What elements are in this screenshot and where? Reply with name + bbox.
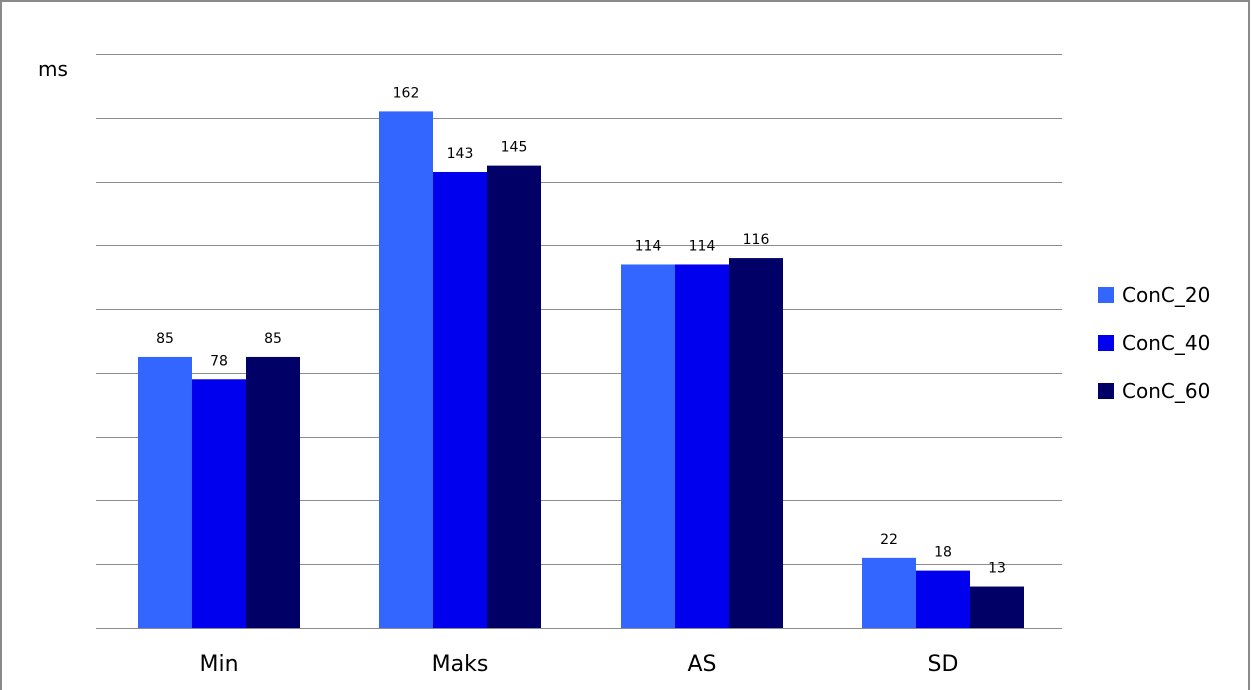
data-label: 85 xyxy=(156,331,174,347)
data-label: 114 xyxy=(689,238,716,254)
data-label: 162 xyxy=(393,85,420,101)
bars xyxy=(138,111,1024,628)
legend-label: ConC_20 xyxy=(1122,283,1210,307)
bar-sd-conc-60 xyxy=(970,586,1024,628)
legend: ConC_20 ConC_40 ConC_60 xyxy=(1098,283,1210,403)
category-labels: Min Maks AS SD xyxy=(199,652,958,677)
data-label: 78 xyxy=(210,353,228,369)
category-label: SD xyxy=(928,652,959,677)
legend-label: ConC_40 xyxy=(1122,331,1210,355)
legend-label: ConC_60 xyxy=(1122,379,1210,403)
y-axis-label: ms xyxy=(38,57,68,81)
bar-maks-conc-60 xyxy=(487,165,541,628)
data-label: 114 xyxy=(635,238,662,254)
bar-sd-conc-20 xyxy=(862,557,916,628)
bar-maks-conc-40 xyxy=(433,171,487,628)
data-label: 143 xyxy=(447,146,474,162)
bar-as-conc-20 xyxy=(621,264,675,628)
bar-min-conc-60 xyxy=(246,356,300,628)
data-label: 18 xyxy=(934,545,952,561)
bar-as-conc-40 xyxy=(675,264,729,628)
category-label: Maks xyxy=(432,652,489,677)
legend-swatch xyxy=(1098,287,1114,303)
data-label: 22 xyxy=(880,532,898,548)
bar-min-conc-40 xyxy=(192,379,246,628)
legend-swatch xyxy=(1098,383,1114,399)
category-label: AS xyxy=(687,652,716,677)
category-label: Min xyxy=(199,652,238,677)
legend-swatch xyxy=(1098,335,1114,351)
data-label: 13 xyxy=(988,561,1006,577)
data-label: 116 xyxy=(743,232,770,248)
bar-min-conc-20 xyxy=(138,356,192,628)
data-label: 145 xyxy=(501,140,528,156)
bar-sd-conc-40 xyxy=(916,570,970,628)
bar-as-conc-60 xyxy=(729,258,783,628)
bar-maks-conc-20 xyxy=(379,111,433,628)
data-labels: 85 78 85 162 143 145 114 114 116 22 18 13 xyxy=(156,85,1006,576)
data-label: 85 xyxy=(264,331,282,347)
